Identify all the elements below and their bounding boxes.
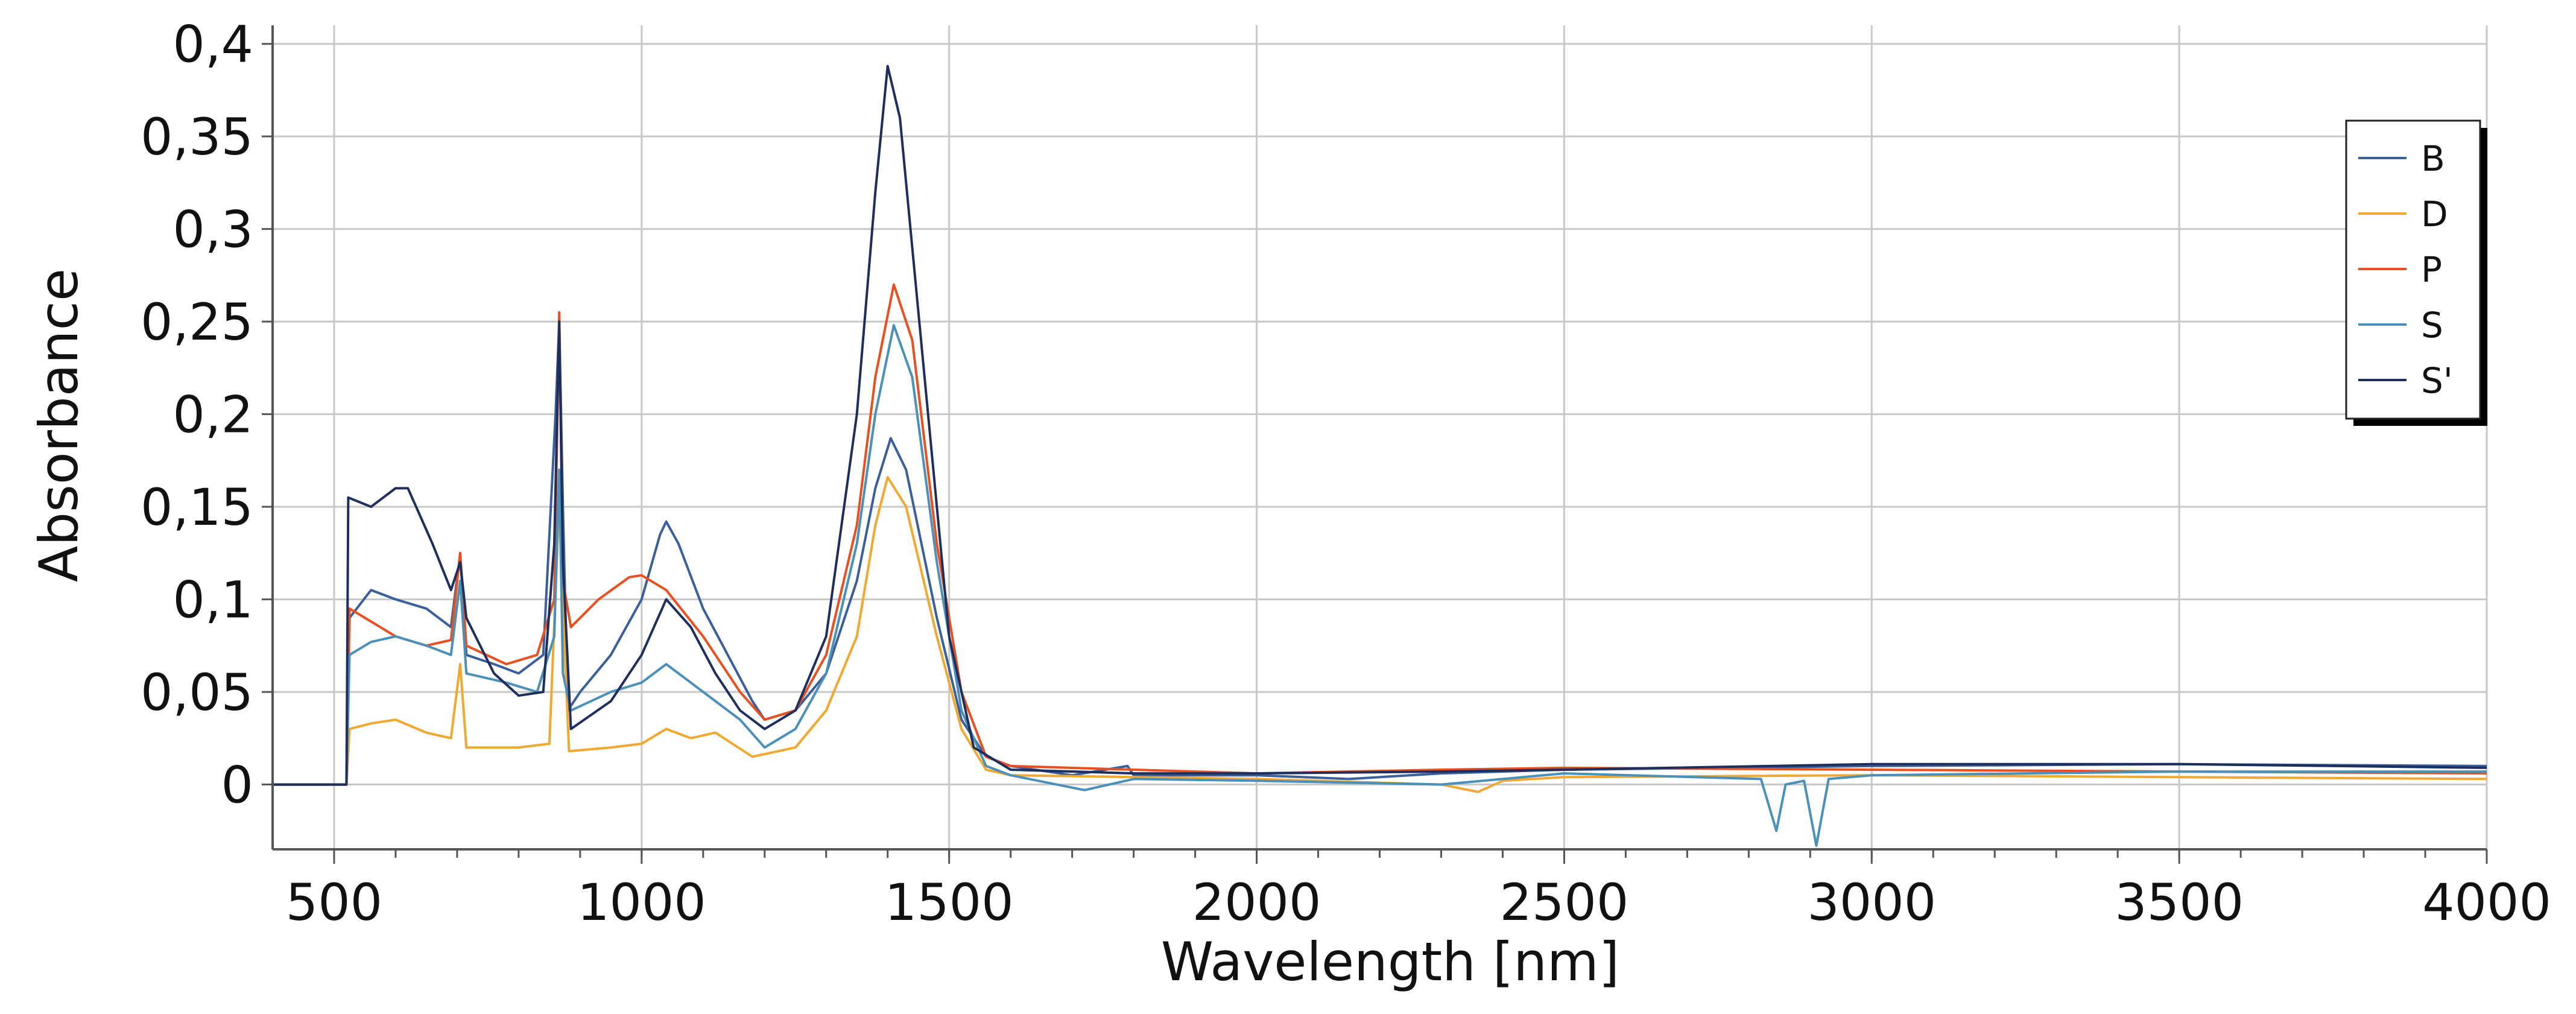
x-tick-label: 2000 bbox=[1192, 873, 1321, 932]
y-tick-label: 0,15 bbox=[141, 478, 253, 537]
y-tick-label: 0,2 bbox=[172, 385, 253, 445]
x-tick-label: 1000 bbox=[577, 873, 706, 932]
x-tick-label: 500 bbox=[286, 873, 382, 932]
series-line-2 bbox=[273, 283, 2487, 786]
x-tick-label: 1500 bbox=[885, 873, 1014, 932]
x-tick-label: 3500 bbox=[2115, 873, 2244, 932]
legend-label: D bbox=[2421, 194, 2448, 235]
y-tick-label: 0,25 bbox=[141, 293, 253, 352]
legend-label: B bbox=[2421, 138, 2445, 179]
series-line-3 bbox=[273, 324, 2487, 847]
series-line-1 bbox=[273, 468, 2487, 793]
y-tick-label: 0 bbox=[221, 756, 253, 815]
x-tick-label: 4000 bbox=[2422, 873, 2551, 932]
legend-label: S' bbox=[2421, 360, 2453, 401]
y-tick-label: 0,3 bbox=[172, 200, 253, 259]
legend-label: S bbox=[2421, 305, 2443, 346]
y-tick-label: 0,1 bbox=[172, 571, 253, 630]
x-tick-label: 2500 bbox=[1500, 873, 1629, 932]
y-axis-title: Absorbance bbox=[28, 268, 90, 582]
grid-lines bbox=[273, 25, 2488, 849]
series-lines bbox=[273, 65, 2487, 847]
axes bbox=[262, 25, 2488, 864]
y-tick-label: 0,4 bbox=[172, 15, 253, 74]
x-tick-label: 3000 bbox=[1807, 873, 1936, 932]
series-line-4 bbox=[273, 65, 2487, 786]
x-axis-title: Wavelength [nm] bbox=[1161, 931, 1619, 993]
tick-labels: 500 1000 1500 2000 2500 3000 3500 4000 0 0,05 0,1 0… bbox=[141, 15, 2551, 932]
y-tick-label: 0,35 bbox=[141, 107, 253, 166]
y-tick-label: 0,05 bbox=[141, 663, 253, 722]
series-line-0 bbox=[273, 320, 2487, 786]
legend-label: P bbox=[2421, 249, 2442, 290]
